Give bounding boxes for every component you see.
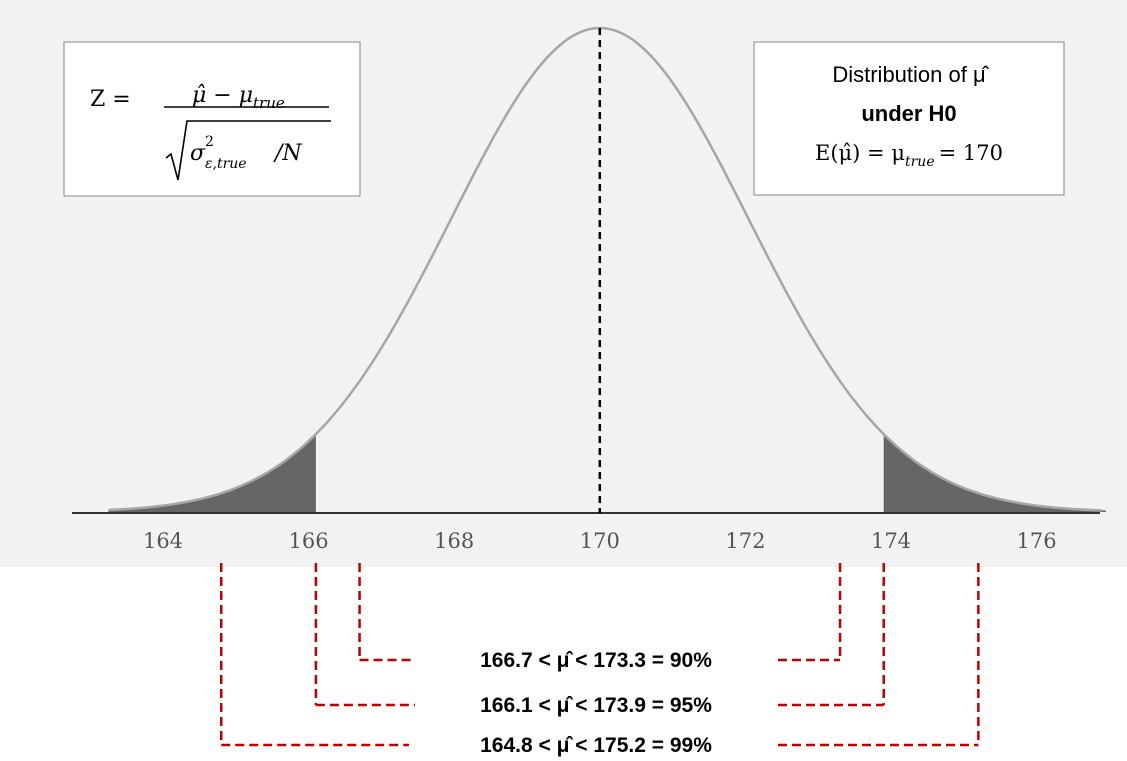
x-tick-label: 166 — [289, 529, 329, 553]
sqrt-sign — [165, 120, 331, 181]
info-line3-lhs: E(μ̂) = μ — [815, 141, 905, 165]
formula-box: Z = μ̂ − μtrue σ 2 ε,true /N — [63, 41, 361, 197]
svg-text:μ̂ − μtrue: μ̂ − μtrue — [192, 83, 285, 112]
x-tick-label: 170 — [580, 529, 620, 553]
svg-text:E(μ̂) = μtrue= 170: E(μ̂) = μtrue = 170 — [815, 141, 1003, 170]
formula-sigma-sup: 2 — [205, 134, 214, 150]
interval-label: 166.1 < μ̂ < 173.9 = 95% — [480, 694, 712, 717]
normal-curve — [108, 26, 1103, 512]
formula-sigma-sub: ε,true — [205, 156, 247, 172]
x-tick-label: 176 — [1017, 529, 1057, 553]
formula-sigma: σ — [190, 141, 206, 166]
info-line2: under H0 — [861, 101, 956, 126]
right-tail-area — [883, 434, 1106, 512]
formula-numerator: μ̂ − μ — [192, 83, 253, 108]
x-tick-label: 164 — [143, 529, 183, 553]
x-tick-label: 172 — [725, 529, 765, 553]
interval-label: 166.7 < μ̂ < 173.3 = 90% — [480, 649, 712, 672]
distribution-info-box: Distribution of μ̂ under H0 E(μ̂) = μtru… — [753, 41, 1065, 196]
interval-label: 164.8 < μ̂ < 175.2 = 99% — [480, 734, 712, 757]
x-tick-label: 174 — [871, 529, 911, 553]
info-line1: Distribution of μ̂ — [832, 62, 989, 87]
interval-brackets: 166.7 < μ̂ < 173.3 = 90% 166.1 < μ̂ < 173… — [219, 563, 980, 757]
svg-text:σ: σ — [190, 141, 206, 166]
info-line3-sub: true — [905, 154, 935, 170]
formula-lhs: Z = — [90, 87, 131, 112]
formula-denominator-rest: /N — [273, 141, 302, 166]
left-tail-area — [108, 434, 316, 512]
x-tick-label: 168 — [434, 529, 474, 553]
formula-numerator-sub: true — [253, 94, 285, 112]
x-axis-ticks: 164 166 168 170 172 174 176 — [143, 529, 1057, 553]
info-line3-rhs: = 170 — [939, 141, 1003, 165]
